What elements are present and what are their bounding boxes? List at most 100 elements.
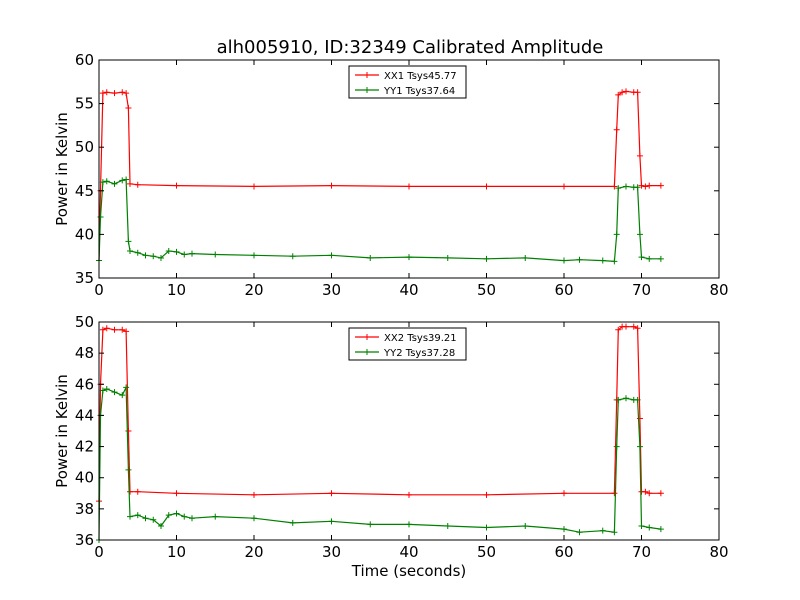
data-point	[406, 491, 412, 498]
data-point	[173, 182, 180, 189]
data-point	[615, 91, 622, 98]
data-point	[623, 183, 629, 190]
data-point	[657, 255, 664, 262]
data-point	[158, 522, 164, 529]
data-point	[251, 252, 257, 259]
data-point	[181, 251, 188, 258]
legend-marker	[364, 87, 370, 93]
data-point	[646, 524, 653, 531]
data-point	[613, 443, 620, 450]
data-point	[173, 248, 180, 255]
data-point	[638, 182, 645, 189]
data-point	[444, 522, 451, 529]
data-point	[103, 385, 110, 392]
data-point	[189, 250, 195, 257]
data-point	[99, 179, 106, 186]
data-point	[561, 526, 567, 533]
data-point	[636, 231, 643, 238]
data-point	[289, 253, 296, 260]
data-point	[657, 526, 664, 533]
y-tick-label: 40	[75, 225, 94, 243]
legend-label: XX2 Tsys39.21	[384, 333, 457, 344]
x-tick-label: 0	[94, 543, 104, 561]
x-tick-label: 60	[554, 281, 573, 299]
y-tick-label: 45	[75, 182, 94, 200]
data-point	[134, 249, 141, 256]
data-point	[111, 389, 118, 396]
data-point	[125, 104, 132, 111]
data-point	[406, 254, 412, 261]
data-point	[119, 392, 126, 399]
data-point	[367, 254, 374, 261]
x-tick-label: 60	[554, 543, 573, 561]
data-point	[657, 182, 664, 189]
data-point	[638, 254, 645, 261]
legend-label: YY2 Tsys37.28	[383, 348, 455, 359]
data-point	[103, 178, 110, 185]
legend-marker	[364, 349, 370, 355]
data-point	[599, 527, 606, 534]
y-tick-label: 35	[75, 269, 94, 287]
data-point	[634, 325, 641, 332]
y-tick-label: 38	[75, 500, 94, 518]
data-point	[561, 257, 567, 264]
x-tick-label: 40	[399, 543, 418, 561]
data-point	[623, 395, 629, 402]
x-tick-label: 20	[244, 543, 263, 561]
data-point	[615, 326, 622, 333]
data-point	[127, 247, 133, 254]
data-point	[522, 254, 529, 261]
data-point	[150, 253, 157, 260]
data-point	[613, 126, 620, 133]
data-point	[125, 428, 132, 434]
data-point	[444, 254, 451, 261]
y-tick-label: 40	[75, 469, 94, 487]
legend-marker	[364, 72, 370, 78]
data-point	[561, 183, 567, 190]
y-tick-label: 44	[75, 406, 94, 424]
x-tick-label: 50	[477, 281, 496, 299]
data-point	[406, 183, 412, 190]
data-point	[483, 255, 490, 262]
data-point	[619, 89, 626, 96]
x-tick-label: 30	[322, 543, 341, 561]
data-point	[111, 90, 118, 97]
legend-box	[348, 327, 467, 361]
data-point	[103, 89, 110, 96]
data-point	[142, 252, 149, 259]
y-tick-label: 55	[75, 95, 94, 113]
data-point	[119, 177, 126, 184]
figure-title: alh005910, ID:32349 Calibrated Amplitude	[217, 37, 604, 58]
data-point	[119, 89, 126, 96]
data-point	[576, 529, 583, 536]
data-point	[638, 522, 645, 529]
data-point	[367, 521, 374, 528]
data-point	[125, 466, 132, 473]
data-point	[615, 396, 622, 403]
x-tick-label: 10	[167, 543, 186, 561]
y-tick-label: 60	[75, 51, 94, 69]
data-point	[611, 183, 618, 190]
data-point	[97, 213, 104, 220]
data-point	[123, 328, 130, 335]
data-point	[636, 152, 643, 159]
data-point	[134, 488, 141, 495]
data-point	[646, 182, 653, 189]
data-point	[251, 491, 257, 498]
y-tick-label: 36	[75, 531, 94, 549]
y-tick-label: 50	[75, 313, 94, 331]
data-point	[636, 443, 643, 450]
legend-label: XX1 Tsys45.77	[384, 71, 457, 82]
x-tick-label: 40	[399, 281, 418, 299]
data-point	[165, 512, 172, 519]
legend-label: YY1 Tsys37.64	[383, 86, 455, 97]
data-point	[483, 491, 490, 498]
plot-2: 0 10 20 30 40 50 60 70 80 36 38 40 42 44 46 48 50 Power i…	[53, 313, 729, 580]
data-point	[613, 231, 620, 238]
data-point	[212, 513, 219, 520]
data-point	[134, 512, 141, 519]
data-point	[119, 326, 126, 333]
data-point	[623, 323, 629, 330]
plot-1: 0 10 20 30 40 50 60 70 80 35 40 45 50 55 60 Power in Ke…	[53, 51, 729, 299]
